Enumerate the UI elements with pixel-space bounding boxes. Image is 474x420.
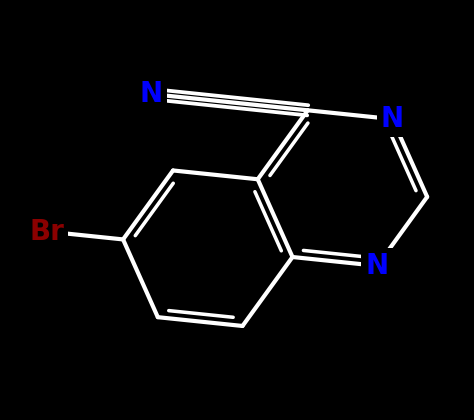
Text: Br: Br [29, 218, 64, 246]
Text: N: N [139, 80, 163, 108]
Text: N: N [365, 252, 389, 280]
Text: N: N [381, 105, 404, 133]
